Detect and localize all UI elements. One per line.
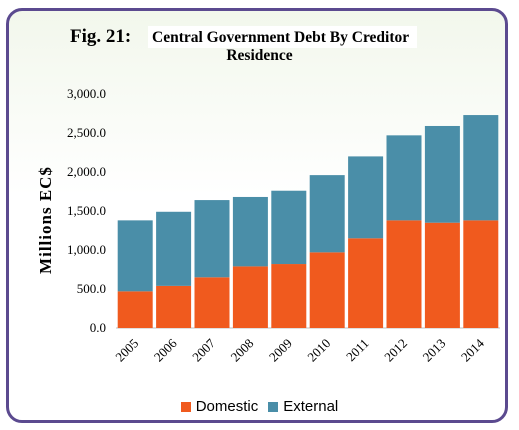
x-tick-label: 2009 (266, 336, 295, 365)
bar-domestic-2012 (386, 220, 422, 328)
figure-label: Fig. 21: (70, 26, 132, 47)
y-tick-label: 3,000.0 (67, 86, 106, 101)
x-tick-label: 2014 (458, 335, 487, 364)
x-tick-label: 2006 (151, 335, 180, 364)
bar-external-2012 (386, 135, 422, 221)
bar-external-2005 (117, 220, 153, 292)
bar-domestic-2007 (194, 277, 230, 328)
y-tick-label: 1,500.0 (67, 203, 106, 218)
x-tick-label: 2005 (112, 336, 141, 365)
legend-item-domestic: Domestic (180, 398, 259, 415)
bar-domestic-2005 (117, 291, 153, 328)
bar-domestic-2008 (232, 266, 268, 328)
bar-external-2007 (194, 200, 230, 278)
bar-external-2011 (348, 156, 384, 239)
x-tick-label: 2011 (343, 336, 372, 365)
x-tick-label: 2013 (420, 336, 449, 365)
chart-title: Central Government Debt By Creditor (148, 26, 418, 48)
y-tick-label: 2,500.0 (67, 125, 106, 140)
legend-swatch (268, 401, 279, 412)
x-tick-label: 2012 (381, 336, 410, 365)
bar-domestic-2011 (348, 238, 384, 328)
bar-domestic-2009 (271, 264, 307, 328)
bar-external-2014 (463, 115, 499, 221)
x-tick-label: 2008 (228, 336, 257, 365)
chart-title-line2: Residence (226, 47, 293, 64)
bar-external-2010 (309, 175, 345, 253)
legend-swatch (180, 401, 191, 412)
bar-external-2013 (424, 125, 460, 223)
bar-domestic-2006 (156, 285, 192, 328)
legend-label: Domestic (195, 398, 259, 415)
legend-label: External (283, 398, 339, 415)
y-tick-label: 1,000.0 (67, 242, 106, 257)
legend: Domestic External (0, 398, 519, 415)
bar-domestic-2010 (309, 252, 345, 328)
y-tick-label: 500.0 (77, 281, 106, 296)
bar-domestic-2014 (463, 220, 499, 328)
x-tick-label: 2010 (304, 336, 333, 365)
bar-domestic-2013 (424, 222, 460, 328)
y-tick-label: 2,000.0 (67, 164, 106, 179)
y-tick-label: 0.0 (90, 320, 106, 335)
legend-item-external: External (268, 398, 338, 415)
x-tick-label: 2007 (189, 335, 218, 364)
bar-external-2006 (156, 211, 192, 286)
bar-external-2008 (232, 196, 268, 267)
bar-external-2009 (271, 190, 307, 265)
